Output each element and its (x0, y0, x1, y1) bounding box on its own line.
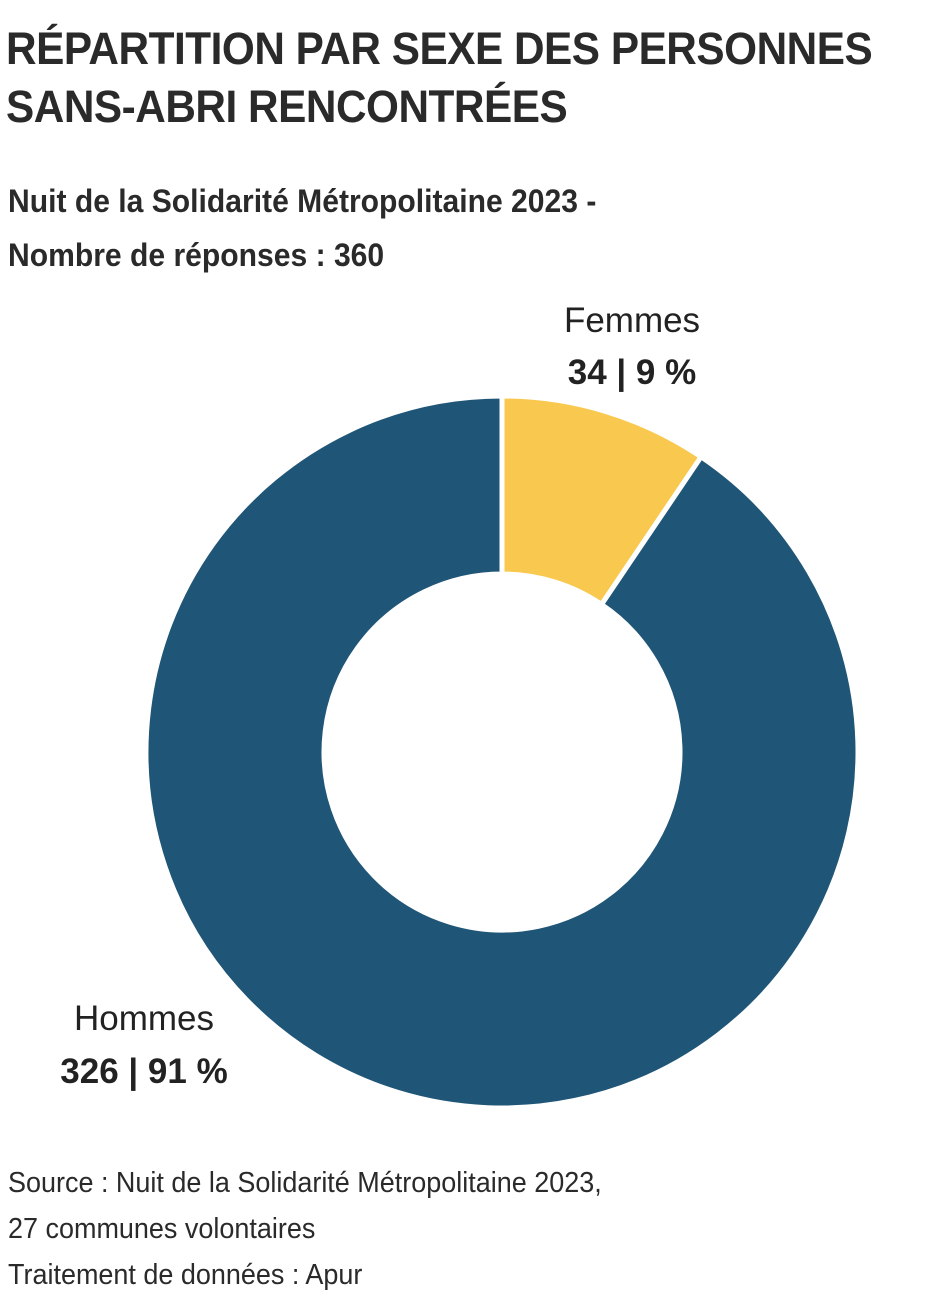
source-note: Source : Nuit de la Solidarité Métropoli… (8, 1160, 845, 1298)
chart-title: RÉPARTITION PAR SEXE DES PERSONNES SANS-… (6, 20, 890, 136)
slice-label-femmes-value: 34 | 9 % (568, 353, 696, 392)
slice-label-hommes-name: Hommes (74, 999, 214, 1038)
chart-title-line-2: SANS-ABRI RENCONTRÉES (6, 81, 568, 132)
chart-subtitle-line-2: Nombre de réponses : 360 (8, 237, 385, 273)
slice-label-femmes: Femmes 34 | 9 % (564, 301, 700, 392)
source-line-3: Traitement de données : Apur (8, 1259, 363, 1291)
chart-subtitle: Nuit de la Solidarité Métropolitaine 202… (8, 174, 854, 282)
slice-label-hommes: Hommes 326 | 91 % (60, 999, 227, 1091)
slice-label-hommes-value: 326 | 91 % (60, 1052, 227, 1091)
donut-slices (143, 393, 861, 1111)
chart-title-line-1: RÉPARTITION PAR SEXE DES PERSONNES (6, 23, 873, 74)
source-line-1: Source : Nuit de la Solidarité Métropoli… (8, 1167, 602, 1199)
chart-subtitle-line-1: Nuit de la Solidarité Métropolitaine 202… (8, 183, 597, 219)
slice-label-femmes-name: Femmes (564, 301, 700, 340)
donut-slice-hommes (143, 393, 861, 1111)
source-line-2: 27 communes volontaires (8, 1213, 316, 1245)
donut-chart: Femmes 34 | 9 % Hommes 326 | 91 % (60, 301, 861, 1111)
